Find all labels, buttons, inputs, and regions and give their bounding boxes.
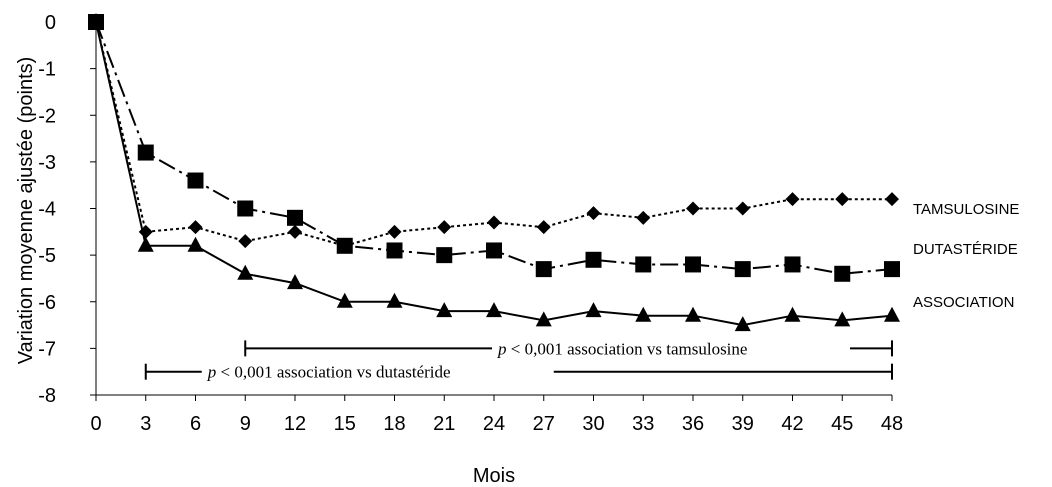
x-tick-label: 42 bbox=[781, 413, 803, 435]
data-point-square bbox=[336, 237, 353, 254]
y-tick-label: -1 bbox=[38, 59, 56, 81]
data-point-triangle bbox=[287, 274, 303, 290]
data-point-triangle bbox=[187, 236, 204, 252]
x-axis-title: Mois bbox=[473, 465, 515, 487]
data-point-triangle bbox=[88, 13, 104, 28]
data-point-square bbox=[436, 247, 453, 264]
data-point-diamond bbox=[835, 192, 850, 207]
data-point-square bbox=[635, 256, 652, 273]
x-tick-label: 15 bbox=[334, 413, 356, 435]
data-point-diamond bbox=[288, 224, 302, 239]
data-point-square bbox=[386, 242, 403, 259]
data-point-square bbox=[287, 209, 303, 226]
series-line-tamsulosine bbox=[95, 21, 892, 247]
data-point-diamond bbox=[636, 210, 651, 225]
p-value-text: < 0,001 association vs dutastéride bbox=[216, 363, 450, 382]
axes: 0-1-2-3-4-5-6-7-80 3 6 9 12 15 18 21 24 27 30 33 36 3… bbox=[38, 12, 903, 435]
p-value-bracket: p < 0,001 association vs tamsulosine bbox=[244, 339, 893, 358]
p-value-bracket: p < 0,001 association vs dutastéride bbox=[144, 363, 893, 382]
series-line-association bbox=[95, 21, 893, 327]
p-value-label: p < 0,001 association vs tamsulosine bbox=[497, 339, 747, 358]
data-point-diamond bbox=[586, 206, 601, 221]
data-point-square bbox=[237, 200, 254, 217]
data-point-square bbox=[834, 265, 851, 282]
p-value-text: < 0,001 association vs tamsulosine bbox=[507, 339, 748, 358]
x-tick-label: 45 bbox=[831, 413, 853, 435]
series-line-dutastéride bbox=[95, 21, 893, 275]
y-tick-label: -2 bbox=[38, 105, 56, 127]
data-point-diamond bbox=[885, 192, 899, 207]
data-point-triangle bbox=[834, 311, 851, 327]
data-point-square bbox=[486, 242, 502, 259]
data-point-triangle bbox=[436, 302, 453, 318]
x-tick-label: 21 bbox=[433, 413, 455, 435]
data-point-triangle bbox=[486, 302, 502, 318]
data-point-triangle bbox=[635, 306, 652, 322]
x-tick-label: 30 bbox=[582, 413, 604, 435]
data-point-triangle bbox=[685, 306, 701, 322]
x-tick-label: 3 bbox=[140, 413, 151, 435]
series-markers bbox=[88, 13, 900, 332]
data-point-diamond bbox=[785, 192, 800, 207]
data-point-square bbox=[734, 261, 751, 278]
data-point-square bbox=[535, 261, 552, 278]
data-point-diamond bbox=[686, 201, 700, 216]
x-tick-label: 6 bbox=[190, 413, 201, 435]
data-point-triangle bbox=[884, 306, 900, 322]
series-labels: TAMSULOSINE DUTASTÉRIDE ASSOCIATION bbox=[913, 201, 1019, 311]
data-point-square bbox=[685, 256, 701, 273]
data-point-diamond bbox=[238, 234, 253, 249]
x-tick-label: 33 bbox=[632, 413, 654, 435]
data-point-triangle bbox=[237, 264, 254, 280]
data-point-square bbox=[884, 261, 900, 278]
series-label-tamsulosine: TAMSULOSINE bbox=[913, 201, 1019, 218]
data-point-triangle bbox=[137, 236, 154, 252]
series-label-association: ASSOCIATION bbox=[913, 294, 1014, 311]
y-tick-label: -3 bbox=[38, 152, 56, 174]
data-point-diamond bbox=[138, 224, 153, 239]
data-point-triangle bbox=[535, 311, 552, 327]
x-tick-label: 48 bbox=[881, 413, 903, 435]
data-point-diamond bbox=[487, 215, 501, 230]
data-point-diamond bbox=[387, 224, 402, 239]
y-tick-label: 0 bbox=[45, 12, 56, 34]
data-point-diamond bbox=[536, 220, 551, 235]
y-tick-label: -7 bbox=[38, 338, 56, 360]
series-lines bbox=[95, 21, 893, 327]
x-tick-label: 12 bbox=[284, 413, 306, 435]
p-symbol: p bbox=[207, 363, 217, 382]
x-tick-label: 36 bbox=[682, 413, 704, 435]
data-point-triangle bbox=[386, 292, 403, 308]
data-point-triangle bbox=[784, 306, 801, 322]
data-point-square bbox=[784, 256, 801, 273]
y-tick-label: -6 bbox=[38, 292, 56, 314]
data-point-triangle bbox=[336, 292, 353, 308]
y-tick-label: -5 bbox=[38, 245, 56, 267]
y-tick-label: -4 bbox=[38, 199, 56, 221]
x-tick-label: 39 bbox=[732, 413, 754, 435]
series-label-dutastéride: DUTASTÉRIDE bbox=[913, 241, 1018, 258]
x-tick-label: 24 bbox=[483, 413, 505, 435]
data-point-triangle bbox=[734, 316, 751, 332]
p-value-label: p < 0,001 association vs dutastéride bbox=[207, 363, 451, 382]
p-symbol: p bbox=[497, 339, 507, 358]
data-point-square bbox=[137, 144, 154, 161]
data-point-diamond bbox=[188, 220, 203, 235]
data-point-square bbox=[187, 172, 204, 189]
data-point-diamond bbox=[735, 201, 750, 216]
x-tick-label: 0 bbox=[90, 413, 101, 435]
data-point-square bbox=[585, 251, 602, 268]
y-tick-label: -8 bbox=[38, 385, 56, 407]
y-axis-title: Variation moyenne ajustée (points) bbox=[15, 57, 37, 365]
x-tick-label: 18 bbox=[383, 413, 405, 435]
x-tick-label: 27 bbox=[533, 413, 555, 435]
data-point-diamond bbox=[437, 220, 452, 235]
data-point-triangle bbox=[585, 302, 602, 318]
x-tick-label: 9 bbox=[240, 413, 251, 435]
